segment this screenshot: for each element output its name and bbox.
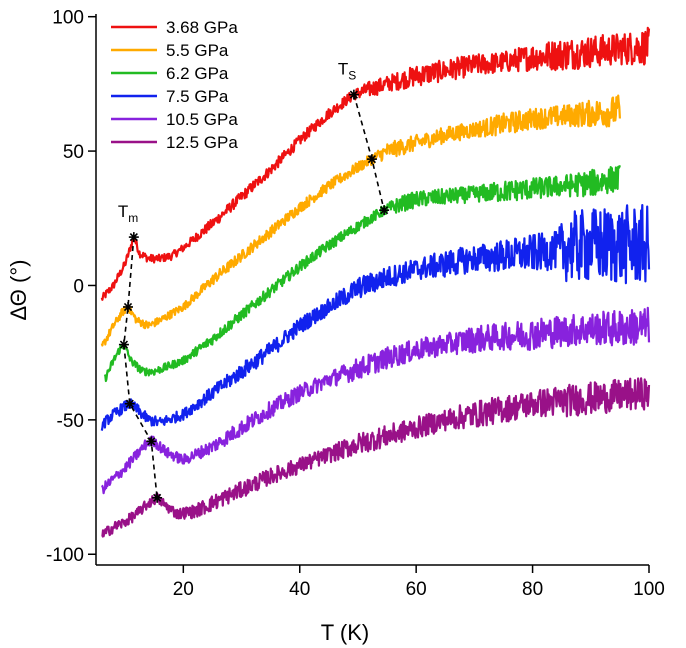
tm-marker-2 (118, 339, 129, 350)
legend: 3.68 GPa 5.5 GPa 6.2 GPa 7.5 GPa 10.5 GPa 12.… (111, 18, 238, 152)
plot-lines (100, 26, 651, 538)
y-axis-title: ΔΘ (°) (6, 260, 31, 321)
tm-guide-line (123, 237, 158, 498)
x-tick-label-60: 60 (406, 579, 427, 600)
series-line-0 (100, 26, 651, 301)
legend-item-1: 5.5 GPa (111, 41, 229, 60)
series-line-3 (100, 204, 651, 431)
series-line-1 (100, 94, 621, 347)
legend-label-3: 7.5 GPa (166, 87, 229, 106)
legend-label-2: 6.2 GPa (166, 64, 229, 83)
y-tick-label-0: 0 (73, 276, 84, 297)
ts-label: TS (338, 60, 356, 83)
legend-item-2: 6.2 GPa (111, 64, 229, 83)
tm-label: Tm (118, 202, 138, 225)
legend-label-5: 12.5 GPa (166, 133, 238, 152)
x-tick-label-20: 20 (173, 579, 194, 600)
ts-marker-2 (379, 205, 390, 216)
x-tick-label-100: 100 (633, 579, 665, 600)
y-tick-label-50: 50 (63, 142, 84, 163)
legend-label-0: 3.68 GPa (166, 18, 238, 37)
tm-marker-5 (152, 492, 163, 503)
series-line-5 (101, 377, 651, 538)
tm-marker-0 (128, 232, 139, 243)
legend-item-5: 12.5 GPa (111, 133, 238, 152)
ts-marker-0 (348, 89, 359, 100)
x-tick-label-40: 40 (289, 579, 310, 600)
legend-label-1: 5.5 GPa (166, 41, 229, 60)
tm-marker-4 (146, 436, 157, 447)
legend-item-0: 3.68 GPa (111, 18, 238, 37)
legend-item-3: 7.5 GPa (111, 87, 229, 106)
ts-marker-1 (366, 154, 377, 165)
y-tick-label--100: -100 (46, 545, 84, 566)
legend-label-4: 10.5 GPa (166, 110, 238, 129)
tm-marker-3 (124, 398, 135, 409)
axes (95, 14, 649, 566)
legend-item-4: 10.5 GPa (111, 110, 238, 129)
x-axis-title: T (K) (321, 620, 369, 645)
tm-marker-1 (123, 301, 134, 312)
annotations: Tm TS (118, 60, 390, 503)
y-tick-label--50: -50 (57, 411, 84, 432)
x-tick-label-80: 80 (522, 579, 543, 600)
series-line-4 (100, 306, 651, 495)
y-tick-label-100: 100 (52, 8, 84, 29)
ticks: 20 40 60 80 100 -100 -50 0 50 100 (46, 8, 665, 600)
series-line-2 (103, 164, 621, 383)
